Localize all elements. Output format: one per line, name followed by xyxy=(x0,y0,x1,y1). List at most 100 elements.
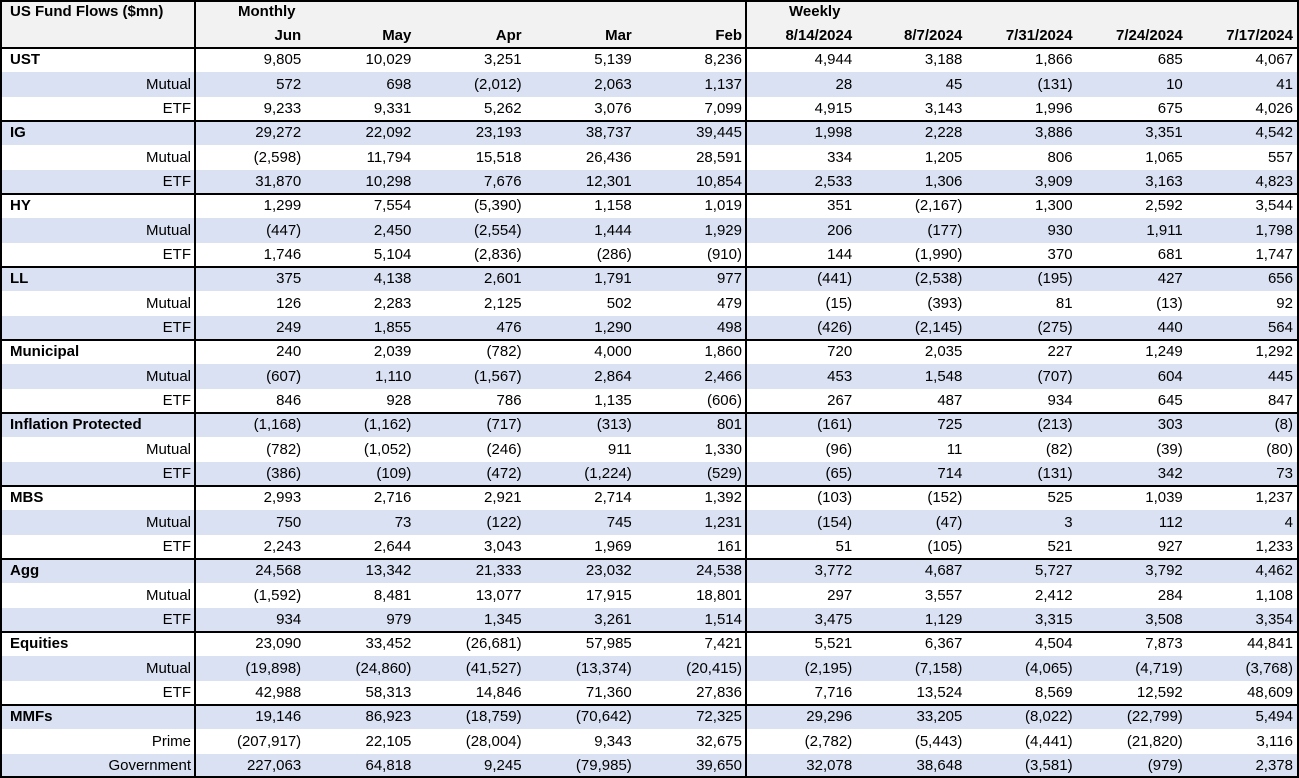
flow-value: (80) xyxy=(1266,440,1293,458)
category-label: UST xyxy=(10,51,40,69)
flow-value: (472) xyxy=(486,464,522,482)
flow-value: 18,801 xyxy=(696,586,742,604)
flow-value: (4,065) xyxy=(1025,659,1073,677)
column-header: Jun xyxy=(274,27,302,44)
flow-value: 73 xyxy=(1276,464,1293,482)
subcategory-label: Mutual xyxy=(145,221,191,239)
category-label: MBS xyxy=(10,489,44,507)
subcategory-label: Mutual xyxy=(145,440,191,458)
flow-value: 9,245 xyxy=(484,756,522,774)
border xyxy=(0,120,1299,122)
category-label: Municipal xyxy=(10,343,80,361)
category-label: IG xyxy=(10,124,26,142)
flow-value: 92 xyxy=(1276,294,1293,312)
flow-value: 786 xyxy=(496,391,522,409)
flow-value: 502 xyxy=(606,294,632,312)
flow-value: 7,554 xyxy=(373,197,412,215)
flow-value: (782) xyxy=(266,440,302,458)
flow-value: 26,436 xyxy=(585,148,632,166)
flow-value: 284 xyxy=(1157,586,1183,604)
flow-value: 267 xyxy=(827,391,853,409)
flow-value: (5,443) xyxy=(914,732,963,750)
row-band xyxy=(0,559,1299,584)
flow-value: 1,330 xyxy=(704,440,742,458)
flow-value: 557 xyxy=(1267,148,1293,166)
subcategory-label: Mutual xyxy=(145,148,191,166)
border xyxy=(0,485,1299,487)
flow-value: (103) xyxy=(817,489,853,507)
flow-value: 1,039 xyxy=(1145,489,1183,507)
flow-value: 39,650 xyxy=(696,756,742,774)
flow-value: 750 xyxy=(276,513,302,531)
category-label: Inflation Protected xyxy=(10,416,142,434)
flow-value: 6,367 xyxy=(924,635,963,653)
flow-value: 144 xyxy=(827,245,853,263)
flow-value: 1,798 xyxy=(1255,221,1293,239)
flow-value: 934 xyxy=(276,610,302,628)
flow-value: 3,261 xyxy=(594,610,632,628)
flow-value: 2,644 xyxy=(373,537,412,555)
flow-value: 521 xyxy=(1047,537,1073,555)
group-label: Weekly xyxy=(789,3,841,20)
flow-value: (979) xyxy=(1147,756,1183,774)
flow-value: 685 xyxy=(1157,51,1183,69)
flow-value: (152) xyxy=(927,489,963,507)
row-band xyxy=(0,656,1299,681)
flow-value: (1,592) xyxy=(253,586,302,604)
flow-value: (109) xyxy=(376,464,412,482)
flow-value: 979 xyxy=(386,610,412,628)
flow-value: 4,138 xyxy=(373,270,412,288)
flow-value: 31,870 xyxy=(255,172,302,190)
flow-value: (386) xyxy=(266,464,302,482)
row-band xyxy=(0,218,1299,243)
subcategory-label: ETF xyxy=(162,683,191,701)
flow-value: 4,542 xyxy=(1255,124,1293,142)
flow-value: (26,681) xyxy=(465,635,522,653)
flow-value: 476 xyxy=(496,318,522,336)
subcategory-label: ETF xyxy=(162,610,191,628)
flow-value: (286) xyxy=(596,245,632,263)
flow-value: 1,290 xyxy=(594,318,632,336)
flow-value: 12,592 xyxy=(1136,683,1183,701)
flow-value: 1,345 xyxy=(484,610,522,628)
flow-value: 21,333 xyxy=(475,562,522,580)
flow-value: 572 xyxy=(276,75,302,93)
flow-value: 1,996 xyxy=(1035,99,1073,117)
flow-value: 3,116 xyxy=(1256,732,1293,750)
flow-value: (41,527) xyxy=(465,659,522,677)
row-band xyxy=(0,267,1299,292)
border xyxy=(0,704,1299,706)
column-header: 8/14/2024 xyxy=(785,27,853,44)
category-label: Agg xyxy=(10,562,40,580)
flow-value: (910) xyxy=(706,245,742,263)
flow-value: 3,557 xyxy=(924,586,963,604)
flow-value: 81 xyxy=(1055,294,1073,312)
flow-value: 45 xyxy=(945,75,963,93)
flow-value: 342 xyxy=(1157,464,1183,482)
flow-value: (4,719) xyxy=(1135,659,1183,677)
subcategory-label: ETF xyxy=(162,464,191,482)
subcategory-label: Mutual xyxy=(145,659,191,677)
flow-value: 928 xyxy=(386,391,412,409)
flow-value: (15) xyxy=(825,294,853,312)
flow-value: 656 xyxy=(1267,270,1293,288)
category-label: LL xyxy=(10,270,29,288)
flow-value: 240 xyxy=(276,343,302,361)
flow-value: (28,004) xyxy=(465,732,522,750)
flow-value: 4,687 xyxy=(924,562,963,580)
flow-value: 3,143 xyxy=(924,99,963,117)
flow-value: 4,462 xyxy=(1255,562,1293,580)
flow-value: 2,243 xyxy=(263,537,302,555)
category-label: MMFs xyxy=(10,708,53,726)
flow-value: 4,067 xyxy=(1255,51,1293,69)
flow-value: 1,299 xyxy=(263,197,302,215)
flow-value: 13,524 xyxy=(916,683,963,701)
flow-value: 1,292 xyxy=(1255,343,1293,361)
flow-value: (607) xyxy=(266,367,302,385)
flow-value: 4,915 xyxy=(814,99,853,117)
flow-value: (21,820) xyxy=(1126,732,1183,750)
subcategory-label: ETF xyxy=(162,537,191,555)
flow-value: 23,032 xyxy=(585,562,632,580)
flow-value: 5,727 xyxy=(1035,562,1073,580)
